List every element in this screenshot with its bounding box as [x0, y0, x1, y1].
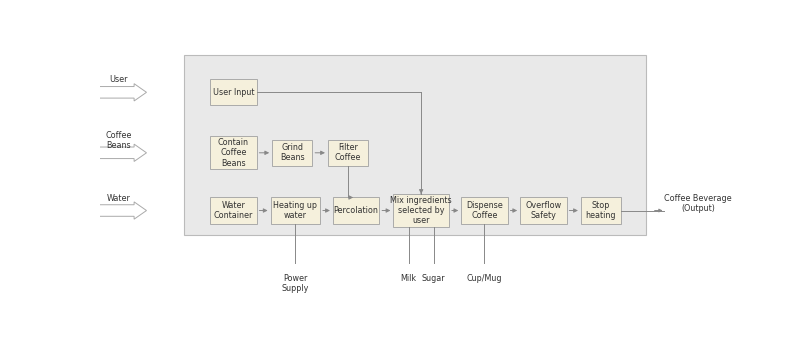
Bar [184, 55, 646, 235]
Text: Heating up
water: Heating up water [274, 201, 318, 220]
Text: Sugar: Sugar [422, 274, 446, 283]
Text: Coffee
Beans: Coffee Beans [106, 131, 132, 150]
Text: Cup/Mug: Cup/Mug [466, 274, 502, 283]
Text: Percolation: Percolation [334, 206, 378, 215]
Text: Water: Water [106, 193, 130, 203]
Text: Stop
heating: Stop heating [586, 201, 616, 220]
Text: Coffee Beverage
(Output): Coffee Beverage (Output) [665, 194, 732, 213]
Text: User Input: User Input [213, 88, 254, 97]
Text: Overflow
Safety: Overflow Safety [526, 201, 562, 220]
Bar [210, 79, 257, 105]
Text: Power
Supply: Power Supply [282, 274, 309, 293]
Text: Contain
Coffee
Beans: Contain Coffee Beans [218, 138, 249, 168]
FancyArrow shape [90, 202, 146, 219]
Bar [210, 197, 257, 223]
Bar [328, 140, 368, 166]
Text: Mix ingredients
selected by
user: Mix ingredients selected by user [390, 196, 452, 225]
Text: Filter
Coffee: Filter Coffee [335, 143, 361, 162]
Bar [461, 197, 508, 223]
Bar [520, 197, 566, 223]
Bar [581, 197, 621, 223]
Bar [333, 197, 379, 223]
Text: Water
Container: Water Container [214, 201, 253, 220]
FancyArrow shape [90, 144, 146, 161]
Text: Grind
Beans: Grind Beans [280, 143, 305, 162]
Bar [394, 194, 449, 227]
Text: User: User [110, 75, 128, 85]
Text: Milk: Milk [401, 274, 417, 283]
Bar [210, 136, 257, 169]
Bar [270, 197, 320, 223]
Bar [272, 140, 312, 166]
FancyArrow shape [90, 84, 146, 101]
Text: Dispense
Coffee: Dispense Coffee [466, 201, 502, 220]
